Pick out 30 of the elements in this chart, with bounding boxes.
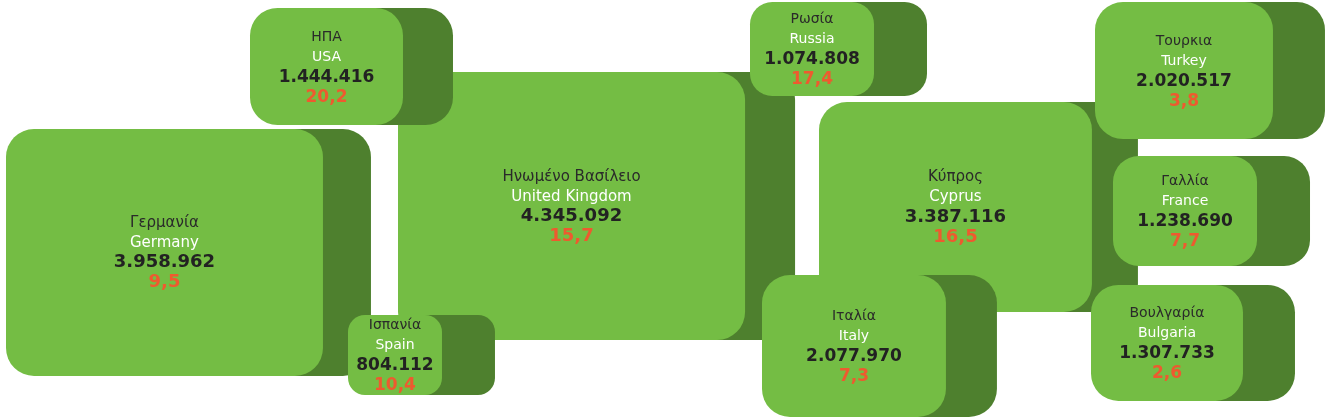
category-label: Ιταλία Italy — [831, 306, 876, 343]
text: 10,4 — [374, 373, 417, 394]
text: 20,2 — [305, 85, 348, 106]
text: 9,5 — [148, 270, 181, 292]
text: 7,7 — [1169, 229, 1201, 250]
data-label: 1.444.416 — [278, 65, 375, 86]
data-label: 4.345.092 — [520, 204, 623, 226]
data-label: 804.112 — [356, 353, 434, 374]
category-label: Βουλγαρία Bulgaria — [1129, 303, 1205, 340]
category-label: ΗΠΑ USA — [311, 27, 343, 64]
data-label: 3.958.962 — [113, 250, 216, 272]
data-label: 1.238.690 — [1137, 209, 1234, 230]
category-label: Ηνωμένο Βασίλειο United Kingdom — [502, 166, 641, 205]
category-label: Γερμανία Germany — [130, 212, 200, 251]
category-label: Γαλλία France — [1161, 171, 1209, 208]
text: 17,4 — [791, 68, 834, 89]
text: 15,7 — [549, 224, 594, 246]
text: 16,5 — [933, 225, 978, 246]
data-label: 1.307.733 — [1119, 341, 1215, 362]
category-label: Τουρκια Turkey — [1154, 31, 1213, 68]
category-label: Κύπρος Cyprus — [927, 167, 983, 206]
data-label: 2.020.517 — [1136, 69, 1232, 90]
text: 7,3 — [838, 364, 870, 385]
data-label: 2.077.970 — [806, 344, 902, 365]
category-label: Ρωσία Russia — [789, 10, 835, 47]
text: 2,6 — [1151, 361, 1183, 382]
data-label: 3.387.116 — [904, 205, 1007, 226]
text: 3,8 — [1168, 89, 1200, 110]
category-label: Ισπανία Spain — [368, 315, 422, 352]
data-label: 1.074.808 — [764, 48, 860, 69]
